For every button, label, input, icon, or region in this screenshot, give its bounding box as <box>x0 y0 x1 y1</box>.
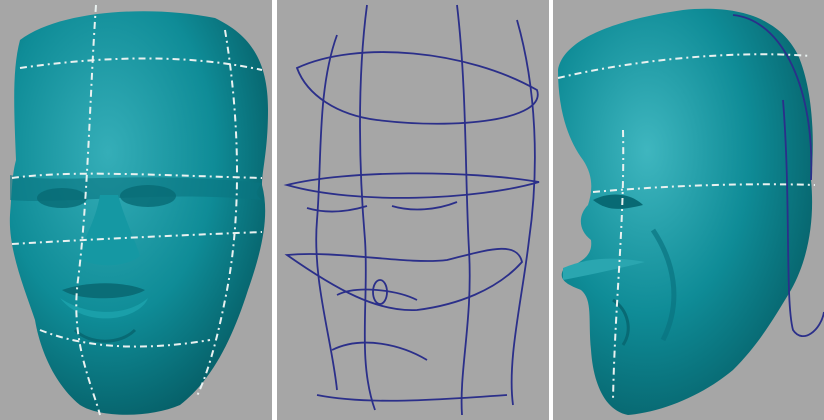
wire-curves <box>732 14 824 337</box>
wireframe-canvas <box>277 0 549 420</box>
front-shaded-canvas <box>0 0 272 420</box>
face-mesh-profile-icon <box>558 8 813 415</box>
face-mesh-front-icon <box>9 11 268 415</box>
viewport-front-shaded[interactable] <box>0 0 272 420</box>
surface-curves <box>11 4 263 416</box>
viewport-front-wireframe[interactable] <box>277 0 549 420</box>
viewport-side-shaded[interactable] <box>553 0 824 420</box>
face-curves-wireframe-icon <box>283 4 540 416</box>
side-shaded-canvas <box>553 0 824 420</box>
surface-curves <box>557 53 816 401</box>
viewport-divider <box>549 0 554 420</box>
viewport-divider <box>272 0 277 420</box>
